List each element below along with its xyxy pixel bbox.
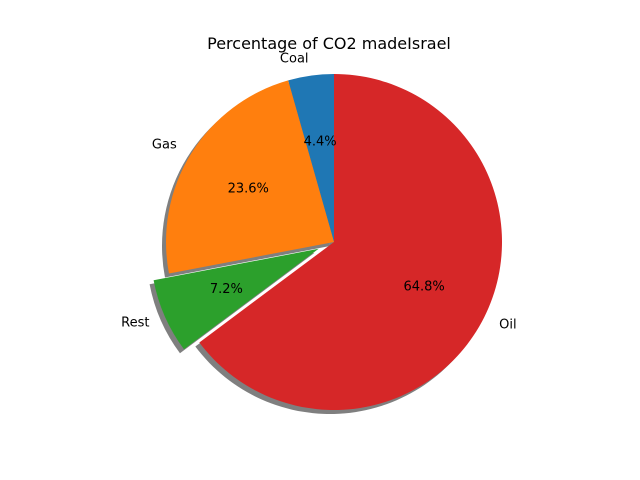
slice-labels: Coal 4.4% Gas 23.6% Rest 7.2% Oil 64.8% bbox=[121, 51, 516, 332]
pie-slice-oil bbox=[199, 74, 502, 410]
chart-title: Percentage of CO2 madeIsrael bbox=[207, 34, 451, 53]
slice-label-oil: Oil bbox=[499, 317, 516, 332]
slice-percent-gas: 23.6% bbox=[228, 182, 269, 197]
pie-slice-gas bbox=[166, 80, 334, 274]
slice-percent-oil: 64.8% bbox=[403, 280, 444, 295]
pie-slice-rest bbox=[153, 248, 319, 350]
slice-percent-rest: 7.2% bbox=[210, 282, 243, 297]
pie-slices bbox=[153, 74, 502, 410]
slice-label-gas: Gas bbox=[152, 137, 177, 152]
slice-percent-coal: 4.4% bbox=[304, 135, 337, 150]
pie-slice-coal bbox=[288, 74, 334, 242]
slice-label-rest: Rest bbox=[121, 316, 149, 331]
slice-label-coal: Coal bbox=[280, 51, 309, 66]
